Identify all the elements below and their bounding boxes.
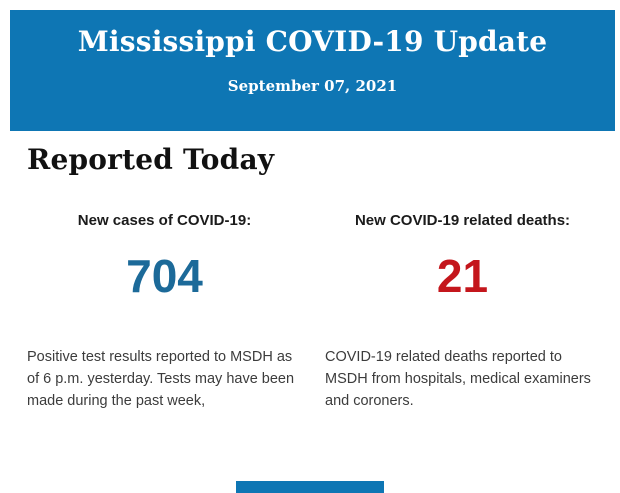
stat-cases-label: New cases of COVID-19:: [77, 212, 252, 230]
main-content: Reported Today New cases of COVID-19: 70…: [0, 143, 620, 412]
stat-cases-column: New cases of COVID-19: 704 Positive test…: [27, 213, 302, 412]
stat-cases-description: Positive test results reported to MSDH a…: [27, 348, 295, 409]
header-banner: Mississippi COVID-19 Update September 07…: [10, 10, 615, 131]
stats-columns: New cases of COVID-19: 704 Positive test…: [27, 213, 600, 412]
newsletter-page: Mississippi COVID-19 Update September 07…: [0, 10, 620, 493]
stat-cases-value: 704: [126, 249, 203, 302]
section-title: Reported Today: [27, 143, 275, 176]
stat-deaths-column: New COVID-19 related deaths: 21 COVID-19…: [325, 213, 600, 412]
stat-deaths-description: COVID-19 related deaths reported to MSDH…: [325, 348, 591, 409]
page-title: Mississippi COVID-19 Update: [77, 25, 548, 58]
stat-deaths-label: New COVID-19 related deaths:: [354, 212, 571, 230]
stat-deaths-value: 21: [436, 249, 489, 302]
newsletter-date: September 07, 2021: [227, 77, 398, 96]
